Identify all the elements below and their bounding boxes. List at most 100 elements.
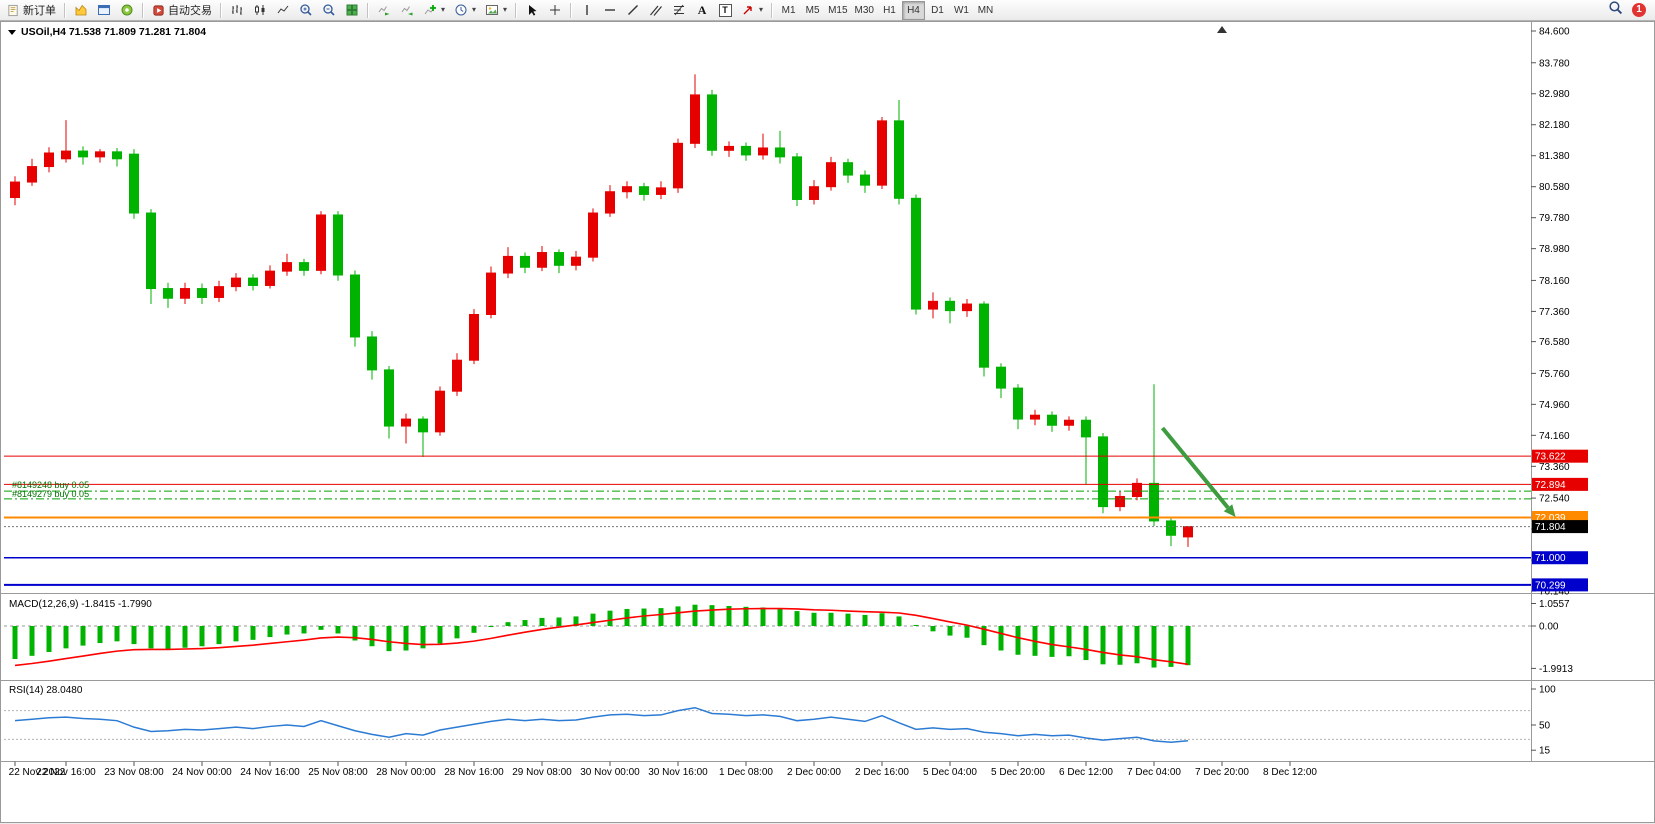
macd-histogram-bar (420, 626, 426, 649)
timeframe-button-w1[interactable]: W1 (950, 1, 973, 20)
macd-histogram-bar (896, 616, 902, 626)
price-tick-label: 74.960 (1539, 400, 1570, 411)
price-tick-label: 80.580 (1539, 182, 1570, 193)
candle-body (605, 191, 615, 214)
macd-histogram-bar (1117, 626, 1123, 665)
price-chart[interactable]: 84.600 83.780 82.980 82.180 81.380 80.580 79.7… (1, 22, 1655, 824)
indicators-button[interactable]: ▾ (419, 1, 449, 20)
new-order-label: 新订单 (23, 5, 56, 17)
timeframe-button-d1[interactable]: D1 (926, 1, 949, 20)
candlestick-button[interactable] (249, 1, 271, 20)
candle-body (333, 214, 343, 276)
auto-trading-label: 自动交易 (168, 5, 212, 17)
timeframe-button-h1[interactable]: H1 (878, 1, 901, 20)
timeframe-button-m30[interactable]: M30 (852, 1, 877, 20)
text-label-button[interactable]: T (714, 1, 736, 20)
periods-button[interactable]: ▾ (450, 1, 480, 20)
candle-body (571, 256, 581, 266)
rsi-line (14, 706, 1189, 744)
price-tick-label: 77.360 (1539, 307, 1570, 318)
timeframe-button-h4[interactable]: H4 (901, 0, 925, 20)
time-label: 5 Dec 20:00 (991, 767, 1045, 778)
price-badge-label: 72.039 (1535, 513, 1566, 524)
candle-body (775, 147, 785, 158)
navigator-button[interactable] (116, 1, 138, 20)
zoom-in-button[interactable] (295, 1, 317, 20)
macd-histogram-bar (641, 608, 647, 626)
candle-body (452, 359, 462, 392)
data-window-button[interactable] (93, 1, 115, 20)
auto-scroll-button[interactable] (373, 1, 395, 20)
arrows-button[interactable]: ▾ (737, 1, 767, 20)
candle-body (877, 120, 887, 186)
candle-body (707, 94, 717, 151)
macd-histogram-bar (879, 613, 885, 626)
auto-trading-button[interactable]: 自动交易 (148, 1, 216, 20)
market-watch-icon (74, 3, 88, 17)
candle-body (1149, 482, 1159, 522)
bar-chart-button[interactable] (226, 1, 248, 20)
chart-title: USOil,H4 71.538 71.809 71.281 71.804 (21, 26, 207, 38)
macd-histogram-bar (12, 626, 18, 660)
candle-body (1013, 387, 1023, 420)
macd-histogram-bar (165, 626, 171, 650)
toolbar-right-group: 1 (1608, 0, 1652, 20)
channel-button[interactable] (645, 1, 667, 20)
macd-histogram-bar (233, 626, 239, 642)
price-tick-label: 72.540 (1539, 494, 1570, 505)
candle-body (282, 262, 292, 272)
macd-histogram-bar (556, 617, 562, 626)
macd-histogram-bar (845, 613, 851, 626)
macd-axis-label: 0.00 (1539, 622, 1559, 633)
text-button[interactable]: A (691, 1, 713, 20)
vertical-line-button[interactable] (576, 1, 598, 20)
line-chart-icon (276, 3, 290, 17)
new-order-button[interactable]: 新订单 (3, 1, 60, 20)
new-order-icon (7, 4, 20, 17)
candle-body (10, 181, 20, 199)
candle-body (1064, 419, 1074, 426)
candle-body (1132, 482, 1142, 498)
rsi-axis-label: 15 (1539, 746, 1551, 757)
line-chart-button[interactable] (272, 1, 294, 20)
horizontal-line-button[interactable] (599, 1, 621, 20)
macd-histogram-bar (335, 626, 341, 634)
symbol-dropdown-icon[interactable] (8, 30, 16, 35)
candle-body (61, 150, 71, 160)
cursor-button[interactable] (521, 1, 543, 20)
fibonacci-button[interactable] (668, 1, 690, 20)
macd-histogram-bar (1100, 626, 1106, 665)
navigator-icon (120, 3, 134, 17)
trendline-button[interactable] (622, 1, 644, 20)
candle-body (418, 418, 428, 433)
macd-histogram-bar (862, 614, 868, 626)
candle-body (112, 151, 122, 160)
search-icon[interactable] (1608, 0, 1623, 20)
candle-body (231, 277, 241, 288)
candle-body (469, 314, 479, 361)
macd-histogram-bar (352, 626, 358, 641)
macd-histogram-bar (437, 626, 443, 644)
macd-histogram-bar (1066, 626, 1072, 657)
notification-badge[interactable]: 1 (1632, 3, 1646, 17)
chart-shift-button[interactable] (396, 1, 418, 20)
market-watch-button[interactable] (70, 1, 92, 20)
price-badge (1532, 578, 1588, 592)
time-label: 1 Dec 08:00 (719, 767, 773, 778)
candle-body (758, 147, 768, 156)
tile-windows-button[interactable] (341, 1, 363, 20)
time-label: 6 Dec 12:00 (1059, 767, 1113, 778)
timeframe-button-m15[interactable]: M15 (825, 1, 850, 20)
timeframe-button-m5[interactable]: M5 (801, 1, 824, 20)
time-label: 29 Nov 08:00 (512, 767, 572, 778)
toolbar: 新订单 自动交易 (0, 0, 1655, 21)
timeframe-button-m1[interactable]: M1 (777, 1, 800, 20)
price-tick-label: 79.780 (1539, 213, 1570, 224)
candle-body (979, 303, 989, 368)
zoom-out-button[interactable] (318, 1, 340, 20)
time-label: 24 Nov 16:00 (240, 767, 300, 778)
macd-histogram-bar (63, 626, 69, 649)
templates-button[interactable]: ▾ (481, 1, 511, 20)
crosshair-button[interactable] (544, 1, 566, 20)
timeframe-button-mn[interactable]: MN (974, 1, 997, 20)
